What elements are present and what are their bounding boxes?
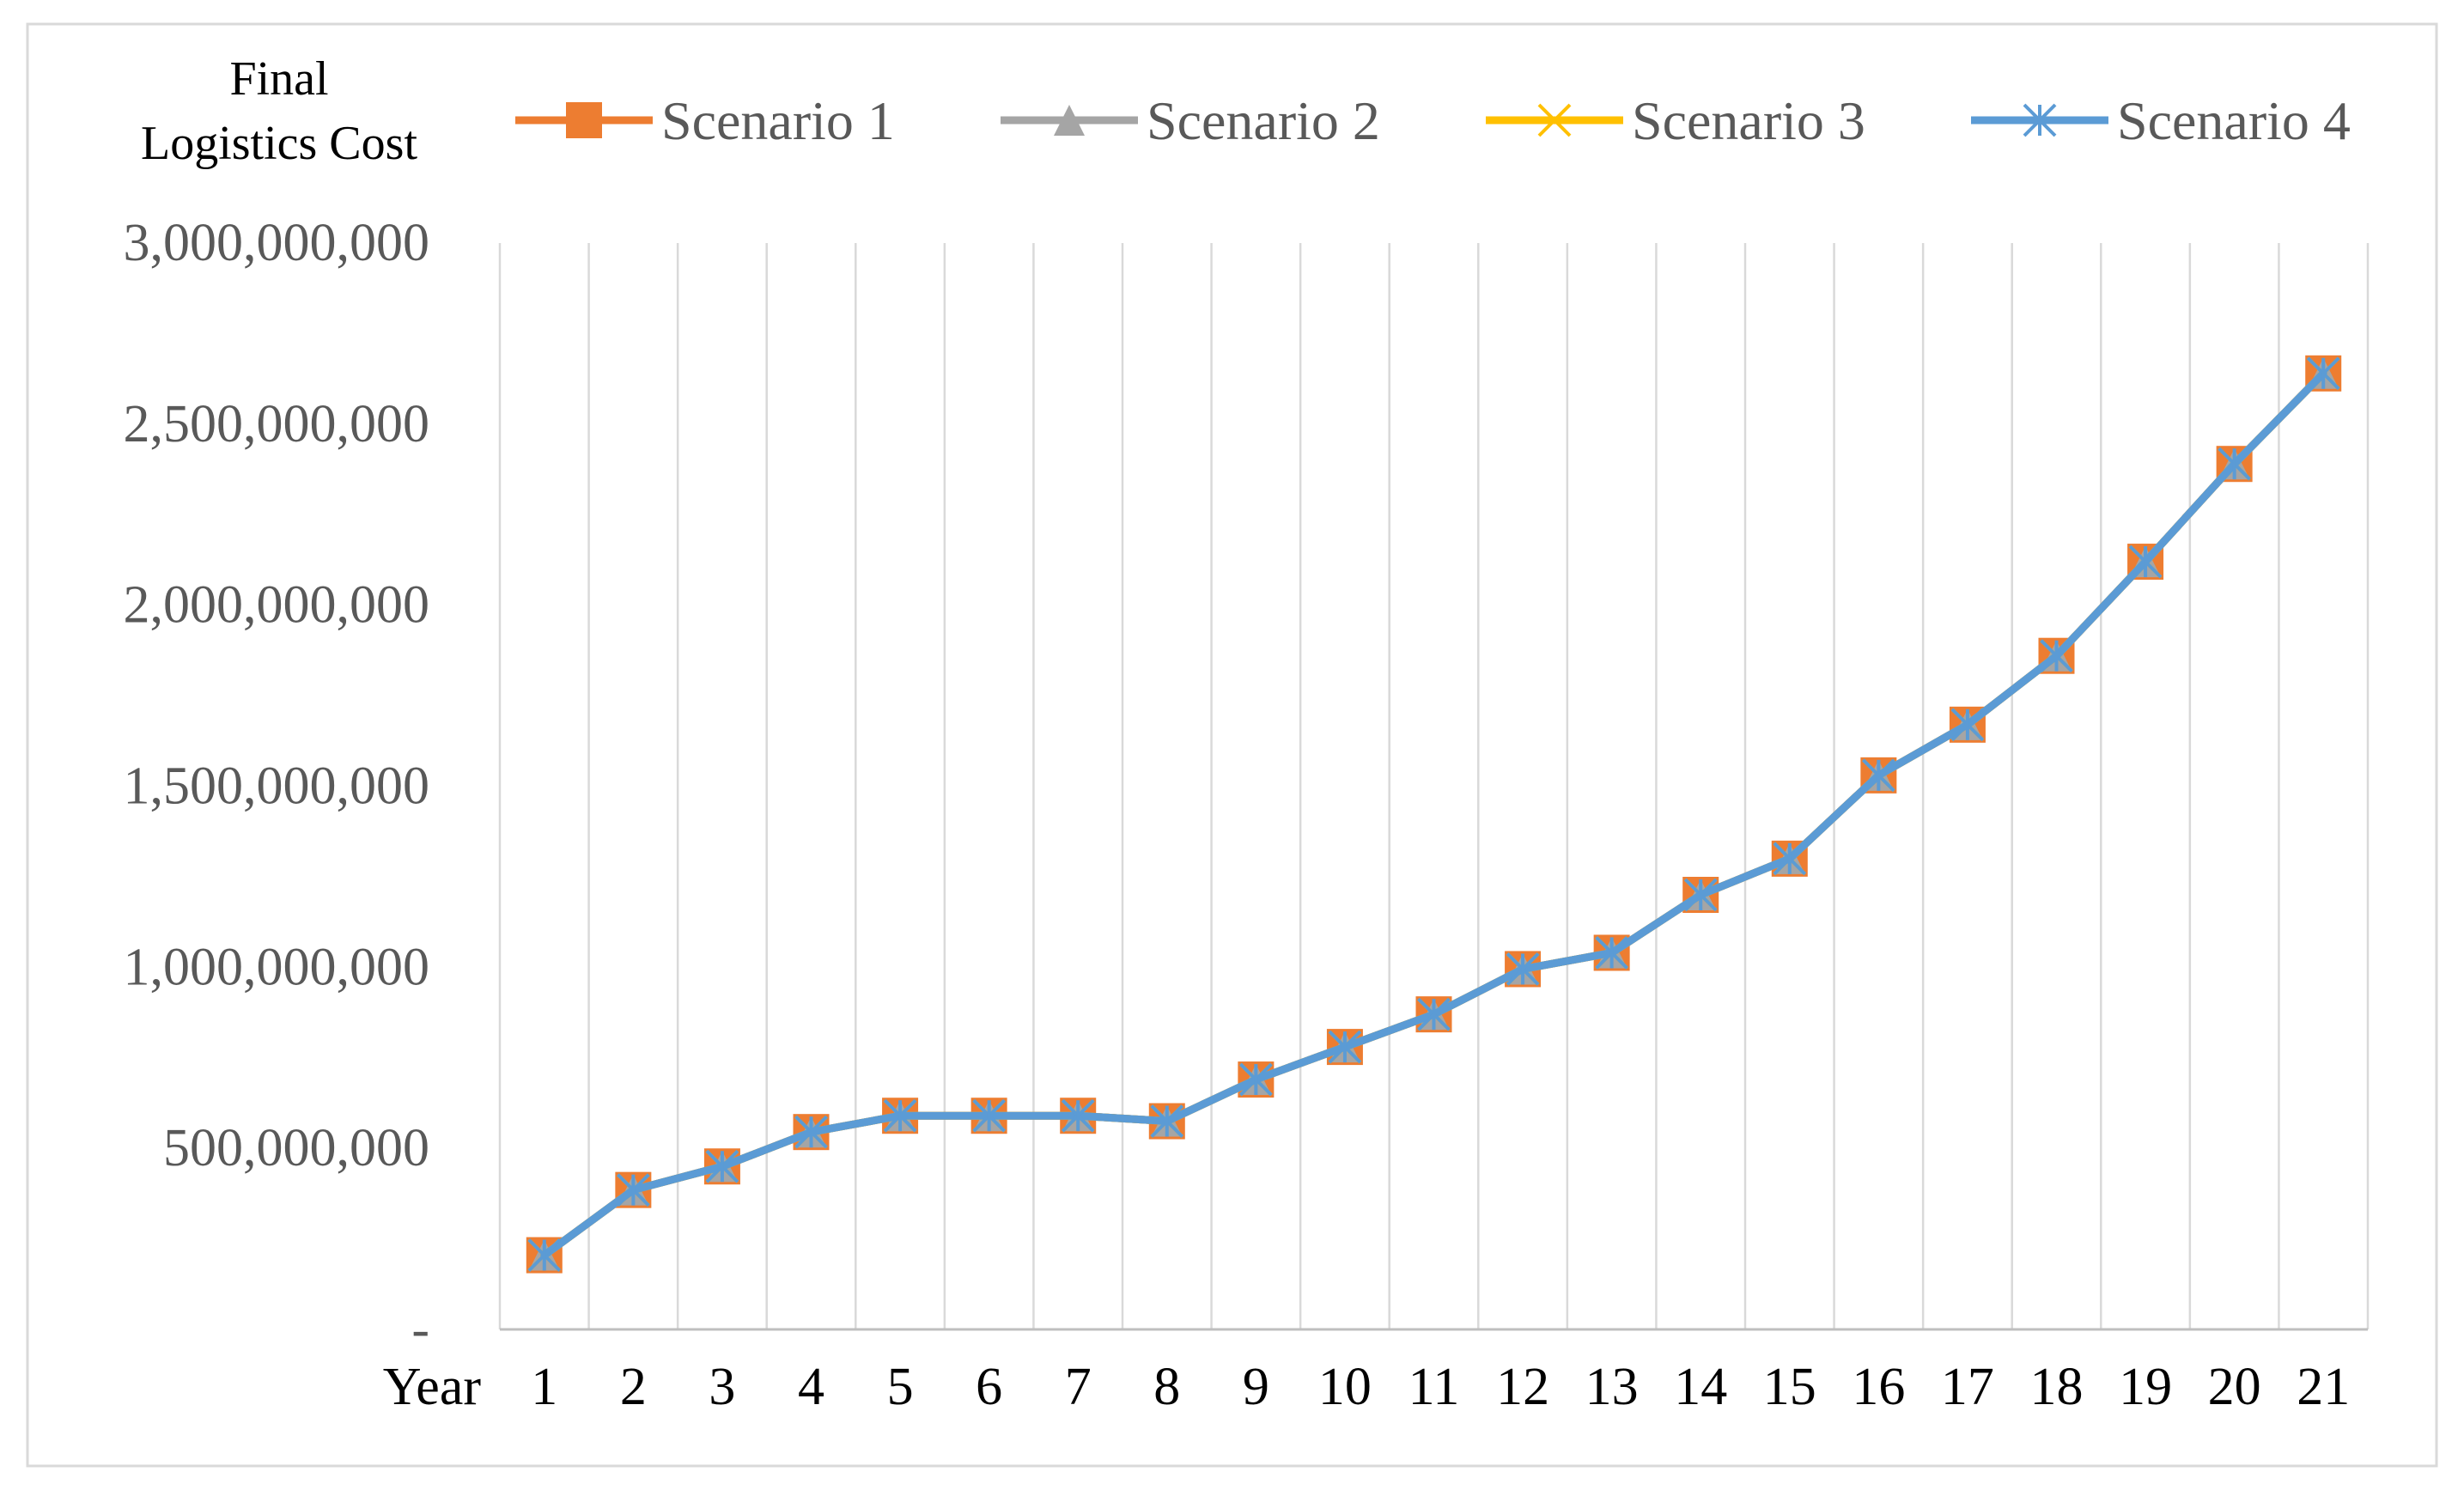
legend-marker-scenario-3-stroke: [1537, 103, 1572, 137]
legend: Scenario 1 Scenario 2 Scenario 3 Scenario 4: [515, 90, 2351, 151]
scenario-4-point: [883, 1098, 917, 1133]
scenario-4-point: [2218, 447, 2252, 481]
x-axis-ticks: 1 2 3 4 5 6 7 8 9 10 11 12 13 14 15 16 17 18 19 20 21: [531, 1358, 2350, 1416]
x-tick-label: 9: [1243, 1358, 1269, 1416]
scenario-4-point: [527, 1238, 562, 1272]
x-tick-label: 7: [1065, 1358, 1092, 1416]
chart-frame: [26, 22, 2438, 1468]
scenario-4-point: [1595, 936, 1629, 970]
scenario-4-point: [1238, 1062, 1273, 1097]
x-tick-label: 17: [1941, 1358, 1994, 1416]
scenario-4-point: [2040, 639, 2073, 673]
y-tick-label: 3,000,000,000: [124, 214, 430, 272]
scenario-4-point: [1773, 842, 1807, 876]
gridlines: [498, 243, 2370, 1331]
x-tick-label: 2: [620, 1358, 647, 1416]
x-tick-label: 19: [2119, 1358, 2172, 1416]
y-axis-title-line-1: Final: [229, 52, 328, 106]
y-tick-label: 1,500,000,000: [124, 757, 430, 816]
x-tick-label: 14: [1674, 1358, 1727, 1416]
x-axis-title: Year: [383, 1358, 482, 1416]
x-tick-label: 21: [2297, 1358, 2350, 1416]
y-tick-label: 2,000,000,000: [124, 576, 430, 635]
x-tick-label: 20: [2208, 1358, 2261, 1416]
legend-marker-scenario-4: [2023, 103, 2057, 137]
scenario-4-point: [1861, 758, 1895, 793]
x-tick-label: 11: [1408, 1358, 1460, 1416]
legend-label-scenario-1: Scenario 1: [661, 90, 895, 151]
x-tick-label: 4: [798, 1358, 824, 1416]
scenario-4-point: [616, 1173, 650, 1207]
x-tick-label: 12: [1496, 1358, 1549, 1416]
legend-marker-scenario-2: [1054, 105, 1085, 136]
x-tick-label: 18: [2030, 1358, 2084, 1416]
legend-item-scenario-4: Scenario 4: [1971, 90, 2351, 151]
legend-label-scenario-3: Scenario 3: [1632, 90, 1865, 151]
legend-label-scenario-4: Scenario 4: [2117, 90, 2351, 151]
scenario-4-point: [2306, 356, 2340, 391]
scenario-4-point: [972, 1098, 1007, 1133]
x-tick-label: 10: [1318, 1358, 1372, 1416]
scenario-4-point: [1150, 1104, 1184, 1138]
legend-marker-scenario-3: [1537, 103, 1572, 137]
series-group: [526, 355, 2342, 1274]
x-tick-label: 16: [1852, 1358, 1905, 1416]
scenario-4-point: [1506, 952, 1540, 986]
scenario-4-point: [1328, 1030, 1362, 1064]
legend-label-scenario-2: Scenario 2: [1147, 90, 1380, 151]
y-tick-label: 1,000,000,000: [124, 938, 430, 996]
x-tick-label: 1: [531, 1358, 557, 1416]
scenario-4-point: [1061, 1098, 1095, 1133]
scenario-4-point: [705, 1149, 739, 1183]
series-scenario-4: [527, 356, 2340, 1272]
x-tick-label: 13: [1585, 1358, 1639, 1416]
x-tick-label: 15: [1763, 1358, 1816, 1416]
y-tick-label: -: [411, 1300, 429, 1359]
scenario-4-point: [1683, 878, 1718, 912]
scenario-4-point: [794, 1115, 828, 1149]
legend-item-scenario-3: Scenario 3: [1486, 90, 1865, 151]
y-axis-ticks: - 500,000,000 1,000,000,000 1,500,000,000 2,…: [124, 214, 430, 1359]
legend-marker-scenario-1: [566, 102, 602, 138]
scenario-4-point: [1417, 997, 1451, 1031]
y-tick-label: 500,000,000: [163, 1119, 429, 1177]
x-tick-label: 6: [976, 1358, 1002, 1416]
scenario-4-point: [1950, 708, 1985, 742]
x-tick-label: 3: [709, 1358, 735, 1416]
x-tick-label: 8: [1153, 1358, 1180, 1416]
legend-item-scenario-2: Scenario 2: [1001, 90, 1380, 151]
legend-item-scenario-1: Scenario 1: [515, 90, 895, 151]
y-tick-label: 2,500,000,000: [124, 395, 430, 453]
scenario-4-point: [2128, 544, 2163, 579]
x-tick-label: 5: [887, 1358, 914, 1416]
y-axis-title-line-2: Logistics Cost: [141, 117, 417, 170]
